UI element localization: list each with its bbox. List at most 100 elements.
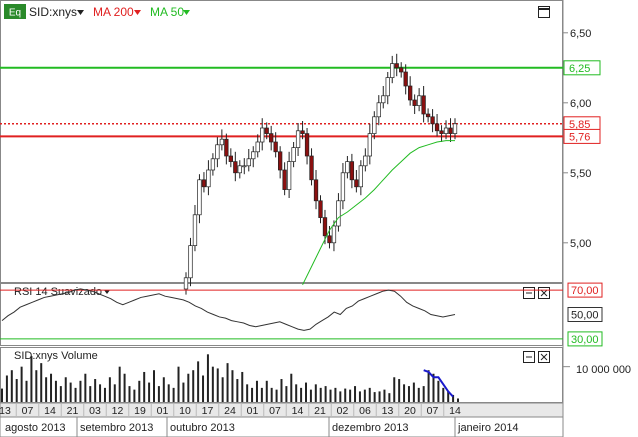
candle-body bbox=[322, 217, 328, 237]
candle-body bbox=[246, 158, 251, 167]
candle-body bbox=[443, 127, 449, 134]
candle-body bbox=[408, 85, 413, 101]
rsi-level-label: 30,00 bbox=[571, 334, 599, 346]
candle-body bbox=[390, 63, 395, 78]
rsi-level-label: 70,00 bbox=[571, 285, 599, 297]
candle-body bbox=[345, 161, 350, 174]
candle-body bbox=[394, 63, 399, 69]
price-level-label: 6,25 bbox=[569, 63, 590, 75]
candle-body bbox=[448, 127, 453, 134]
candle-body bbox=[260, 127, 265, 143]
candle-body bbox=[416, 95, 422, 106]
rsi-level-box bbox=[567, 307, 603, 322]
candle-body bbox=[188, 245, 193, 279]
ma200-label[interactable]: MA 200 bbox=[93, 5, 134, 19]
rsi-minimize-button[interactable] bbox=[523, 287, 535, 299]
date-tick-label: 07 bbox=[22, 405, 34, 417]
date-tick-label: 13 bbox=[0, 405, 11, 417]
candle-body bbox=[201, 179, 207, 188]
price-level-label: 5,76 bbox=[569, 131, 590, 143]
candle-body bbox=[255, 141, 260, 153]
symbol-dropdown-icon[interactable] bbox=[77, 10, 84, 15]
volume-close-button[interactable] bbox=[538, 351, 550, 363]
candle-body bbox=[278, 151, 283, 171]
candle-body bbox=[349, 161, 355, 181]
ma200-dropdown-icon[interactable] bbox=[134, 10, 141, 15]
candle-body bbox=[304, 133, 310, 157]
month-label: dezembro 2013 bbox=[332, 422, 408, 434]
month-label: outubro 2013 bbox=[170, 422, 235, 434]
candle-body bbox=[183, 277, 189, 290]
date-tick-label: 13 bbox=[382, 405, 394, 417]
candle-body bbox=[215, 144, 220, 160]
candle-body bbox=[367, 133, 372, 157]
price-axis-tick: 5,50 bbox=[570, 168, 591, 180]
candle-body bbox=[434, 123, 440, 132]
date-tick-label: 19 bbox=[134, 405, 146, 417]
date-tick-label: 01 bbox=[247, 405, 259, 417]
candle-body bbox=[363, 155, 368, 167]
candle-body bbox=[399, 67, 404, 73]
candle-body bbox=[291, 147, 296, 162]
candle-body bbox=[331, 225, 337, 244]
candle-body bbox=[206, 169, 211, 188]
candle-body bbox=[237, 165, 242, 174]
month-label: agosto 2013 bbox=[5, 422, 66, 434]
date-tick-label: 10 bbox=[179, 405, 191, 417]
candle-body bbox=[336, 200, 341, 227]
candle-body bbox=[452, 123, 458, 134]
rsi-level-box bbox=[567, 282, 603, 298]
candle-body bbox=[273, 141, 278, 153]
candle-body bbox=[264, 127, 269, 134]
candle-body bbox=[358, 165, 363, 188]
candle-body bbox=[327, 235, 332, 244]
date-tick-label: 14 bbox=[292, 405, 304, 417]
candle-body bbox=[224, 138, 229, 157]
month-axis bbox=[0, 416, 564, 437]
symbol-label[interactable]: SID:xnys bbox=[29, 5, 77, 19]
date-tick-label: 12 bbox=[112, 405, 124, 417]
candle-body bbox=[309, 155, 314, 181]
candle-body bbox=[403, 71, 408, 87]
candle-body bbox=[385, 77, 390, 97]
candle-body bbox=[430, 116, 435, 125]
price-axis-tick: 6,00 bbox=[570, 98, 591, 110]
candle-body bbox=[300, 130, 305, 134]
rsi-title: RSI 14 Suavizado bbox=[14, 286, 102, 298]
candle-body bbox=[376, 102, 381, 118]
candle-body bbox=[295, 130, 301, 148]
price-axis-tick: 6,50 bbox=[570, 28, 591, 40]
price-level-box bbox=[563, 128, 601, 144]
candle-body bbox=[192, 214, 198, 246]
date-tick-label: 02 bbox=[337, 405, 349, 417]
date-tick-label: 14 bbox=[449, 405, 461, 417]
candle-body bbox=[313, 179, 319, 202]
price-level-box bbox=[563, 60, 601, 76]
candle-body bbox=[233, 161, 238, 174]
ma50-dropdown-icon[interactable] bbox=[183, 10, 190, 15]
date-tick-label: 17 bbox=[202, 405, 214, 417]
candle-body bbox=[425, 113, 431, 118]
equity-badge bbox=[4, 4, 26, 19]
rsi-level-label: 50,00 bbox=[571, 310, 599, 322]
date-tick-label: 24 bbox=[224, 405, 236, 417]
date-tick-label: 07 bbox=[269, 405, 281, 417]
rsi-close-button[interactable] bbox=[538, 287, 550, 299]
candle-body bbox=[197, 179, 202, 216]
date-tick-label: 21 bbox=[314, 405, 326, 417]
month-label: setembro 2013 bbox=[80, 422, 153, 434]
candle-body bbox=[269, 133, 274, 143]
price-maximize-button[interactable] bbox=[538, 6, 550, 18]
candle-body bbox=[282, 169, 287, 190]
equity-badge-label: Eq bbox=[9, 8, 21, 19]
volume-title: SID:xnys Volume bbox=[14, 350, 98, 362]
ma50-label[interactable]: MA 50 bbox=[150, 5, 184, 19]
rsi-line bbox=[1, 288, 456, 331]
date-tick-label: 14 bbox=[44, 405, 56, 417]
candle-body bbox=[421, 95, 426, 115]
rsi-dropdown-icon[interactable] bbox=[104, 290, 110, 294]
volume-minimize-button[interactable] bbox=[523, 351, 535, 363]
date-tick-label: 01 bbox=[157, 405, 169, 417]
